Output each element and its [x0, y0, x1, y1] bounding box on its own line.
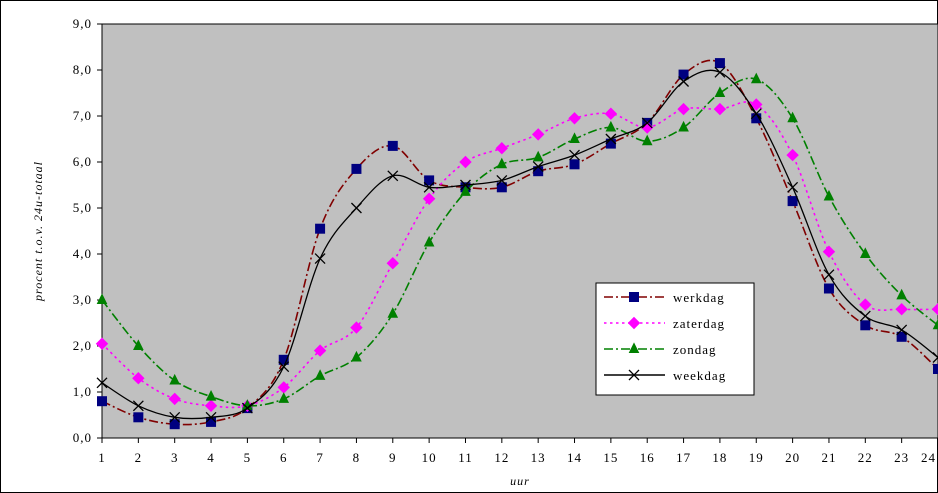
- legend: werkdag zaterdag zondag weekdag: [596, 283, 754, 395]
- data-point: [316, 224, 325, 233]
- data-point: [934, 365, 938, 374]
- y-tick-label: 9,0: [73, 16, 92, 31]
- x-tick-label: 16: [640, 450, 655, 465]
- data-point: [352, 164, 361, 173]
- y-tick-label: 7,0: [73, 108, 92, 123]
- x-tick-label: 4: [207, 450, 215, 465]
- data-point: [788, 197, 797, 206]
- x-tick-label: 8: [353, 450, 361, 465]
- x-tick-label: 2: [135, 450, 143, 465]
- y-tick-label: 2,0: [73, 338, 92, 353]
- x-tick-label: 10: [422, 450, 437, 465]
- x-tick-label: 23: [894, 450, 909, 465]
- x-tick-label: 6: [280, 450, 288, 465]
- x-tick-label: 5: [244, 450, 252, 465]
- x-tick-label: 11: [458, 450, 473, 465]
- data-point: [207, 417, 216, 426]
- legend-label: zondag: [673, 342, 717, 357]
- legend-label: werkdag: [673, 290, 725, 305]
- y-tick-label: 8,0: [73, 62, 92, 77]
- x-tick-label: 13: [531, 450, 546, 465]
- x-tick-label: 22: [858, 450, 873, 465]
- y-tick-label: 1,0: [73, 384, 92, 399]
- data-point: [861, 321, 870, 330]
- x-tick-label: 1: [98, 450, 106, 465]
- y-tick-label: 5,0: [73, 200, 92, 215]
- x-tick-label: 7: [316, 450, 324, 465]
- legend-label: weekdag: [673, 368, 726, 383]
- y-tick-label: 6,0: [73, 154, 92, 169]
- x-tick-label: 15: [603, 450, 618, 465]
- y-axis-title: procent t.o.v. 24u-totaal: [31, 161, 45, 302]
- plot-area: [102, 24, 938, 438]
- x-tick-label: 14: [567, 450, 582, 465]
- data-point: [98, 397, 107, 406]
- x-tick-label: 12: [494, 450, 509, 465]
- x-axis-title: uur: [510, 474, 530, 488]
- x-tick-label: 3: [171, 450, 179, 465]
- y-tick-label: 3,0: [73, 292, 92, 307]
- x-tick-label: 18: [712, 450, 727, 465]
- x-tick-label: 24: [921, 450, 936, 465]
- y-tick-label: 4,0: [73, 246, 92, 261]
- x-tick-label: 9: [389, 450, 397, 465]
- x-tick-label: 21: [821, 450, 836, 465]
- data-point: [824, 284, 833, 293]
- x-tick-label: 20: [785, 450, 800, 465]
- x-tick-label: 17: [676, 450, 691, 465]
- x-tick-label: 19: [749, 450, 764, 465]
- data-point: [715, 59, 724, 68]
- data-point: [388, 141, 397, 150]
- data-point: [630, 293, 639, 302]
- y-tick-label: 0,0: [73, 430, 92, 445]
- data-point: [570, 160, 579, 169]
- legend-label: zaterdag: [673, 316, 725, 331]
- data-point: [134, 413, 143, 422]
